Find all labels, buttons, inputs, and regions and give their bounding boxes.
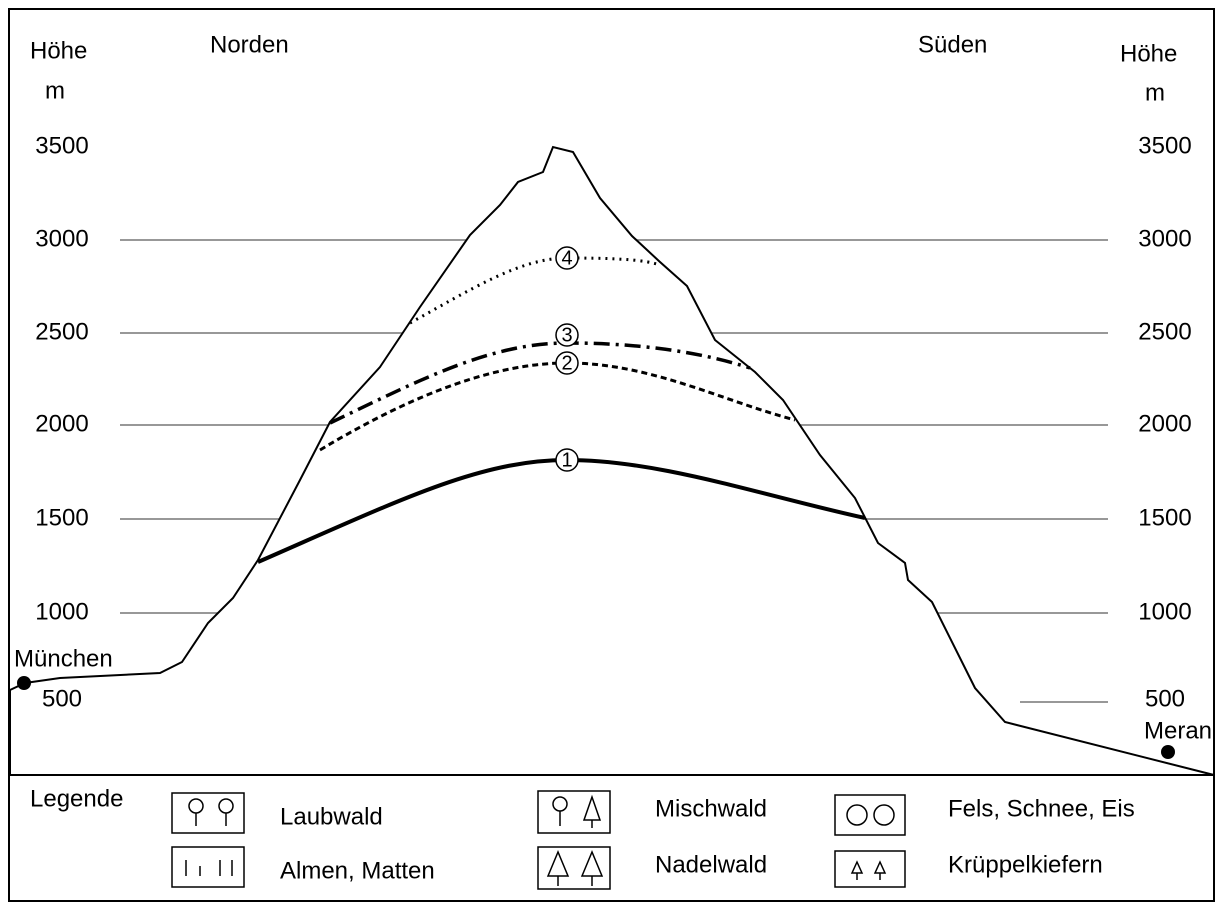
zone-number: 1 [561,449,572,471]
legend-label: Nadelwald [655,851,767,878]
height-label: 2500 [1138,318,1191,345]
height-label: 2000 [35,410,88,437]
height-label: 3500 [1138,132,1191,159]
height-label: 500 [1145,685,1185,712]
city-dot [1161,745,1175,759]
height-label: 2000 [1138,410,1191,437]
direction-label: Norden [210,31,289,58]
city-dot [17,676,31,690]
direction-label: Süden [918,31,987,58]
legend-label: Laubwald [280,803,383,830]
city-label: München [14,645,113,672]
page: Höhe m Höhe m Norden Süden München Meran… [0,0,1216,904]
height-label: 2500 [35,318,88,345]
zone-number: 4 [561,247,572,269]
legend-label: Almen, Matten [280,857,435,884]
height-label: 3000 [1138,225,1191,252]
axis-title: Höhe [1120,40,1177,67]
height-label: 1500 [1138,504,1191,531]
legend-label: Mischwald [655,795,767,822]
city-label: Meran [1144,717,1212,744]
height-label: 1500 [35,504,88,531]
zone-number: 3 [561,324,572,346]
height-label: 1000 [1138,598,1191,625]
diagram: Höhe m Höhe m Norden Süden München Meran… [0,0,1216,904]
zone-number: 2 [561,352,572,374]
height-label: 500 [42,685,82,712]
axis-title: Höhe [30,37,87,64]
legend-title: Legende [30,785,123,812]
height-label: 3500 [35,132,88,159]
axis-unit: m [1145,79,1165,106]
height-label: 1000 [35,598,88,625]
axis-unit: m [45,77,65,104]
legend-label: Fels, Schnee, Eis [948,795,1135,822]
height-label: 3000 [35,225,88,252]
legend-label: Krüppelkiefern [948,851,1103,878]
